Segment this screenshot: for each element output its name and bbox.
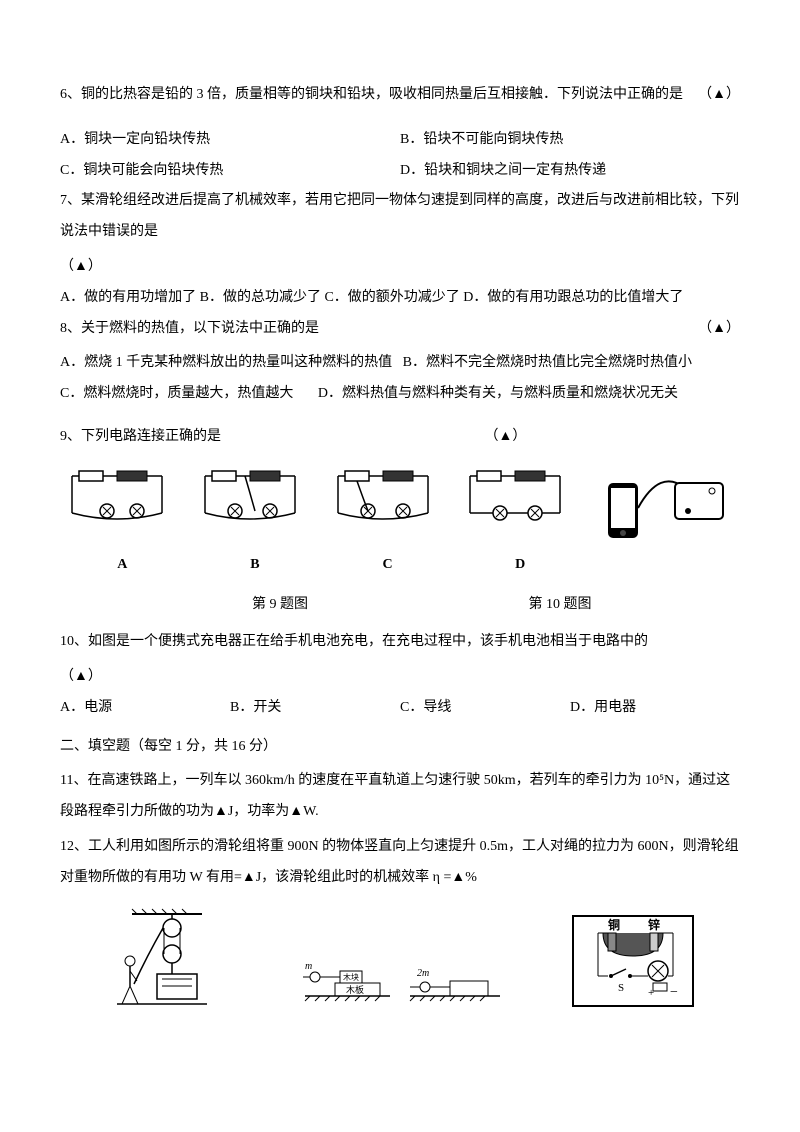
circuit-c-svg	[333, 463, 443, 533]
q6-opt-a: A．铜块一定向铅块传热	[60, 125, 400, 156]
label-a: A	[60, 550, 185, 581]
phone-charger-svg	[600, 463, 730, 553]
q10-text: 10、如图是一个便携式充电器正在给手机电池充电，在充电过程中，该手机电池相当于电…	[60, 634, 648, 649]
q8-opt-b: B．燃料不完全燃烧时热值比完全燃烧时热值小	[403, 355, 692, 370]
caption-9: 第 9 题图	[60, 590, 420, 621]
circuit-b: B	[193, 463, 318, 581]
q10-opt-c: C．导线	[400, 693, 570, 724]
q10-mark: （▲）	[60, 662, 740, 693]
circuit-a-svg	[67, 463, 177, 533]
friction-figure: 木板 木块 m 2m	[293, 941, 506, 1011]
q6-opt-d: D．铅块和铜块之间一定有热传递	[400, 156, 740, 187]
question-9: 9、下列电路连接正确的是 （▲）	[60, 422, 740, 453]
q7-mark: （▲）	[60, 252, 740, 283]
pulley-figure	[60, 906, 273, 1011]
q9-mark: （▲）	[485, 429, 527, 444]
question-6: 6、铜的比热容是铅的 3 倍，质量相等的铜块和铅块，吸收相同热量后互相接触．下列…	[60, 80, 740, 111]
svg-text:木块: 木块	[343, 972, 359, 982]
question-10: 10、如图是一个便携式充电器正在给手机电池充电，在充电过程中，该手机电池相当于电…	[60, 627, 740, 658]
circuit-c: C	[325, 463, 450, 581]
label-c: C	[325, 550, 450, 581]
figure-captions: 第 9 题图 第 10 题图	[60, 590, 740, 621]
circuit-b-svg	[200, 463, 310, 533]
question-7: 7、某滑轮组经改进后提高了机械效率，若用它把同一物体匀速提到同样的高度，改进后与…	[60, 186, 740, 248]
circuit-a: A	[60, 463, 185, 581]
q8-opt-c: C．燃料燃烧时，质量越大，热值越大	[60, 386, 293, 401]
question-12: 12、工人利用如图所示的滑轮组将重 900N 的物体竖直向上匀速提升 0.5m，…	[60, 832, 740, 894]
q6-text: 6、铜的比热容是铅的 3 倍，质量相等的铜块和铅块，吸收相同热量后互相接触．下列…	[60, 87, 683, 102]
circuit-d-svg	[465, 463, 575, 533]
q10-opt-d: D．用电器	[570, 693, 740, 724]
q10-options: A．电源 B．开关 C．导线 D．用电器	[60, 693, 740, 724]
q7-text: 7、某滑轮组经改进后提高了机械效率，若用它把同一物体匀速提到同样的高度，改进后与…	[60, 193, 739, 239]
svg-text:铜: 铜	[608, 917, 620, 932]
q8-mark: （▲）	[698, 314, 740, 345]
q7-options: A．做的有用功增加了 B．做的总功减少了 C．做的额外功减少了 D．做的有用功跟…	[60, 283, 740, 314]
q10-opt-a: A．电源	[60, 693, 230, 724]
q8-opt-d: D．燃料热值与燃料种类有关，与燃料质量和燃烧状况无关	[318, 386, 678, 401]
svg-text:S: S	[618, 982, 624, 994]
bottom-figures: 木板 木块 m 2m 铜 锌	[60, 906, 740, 1011]
circuit-diagrams: A B	[60, 463, 740, 581]
svg-text:−: −	[670, 985, 678, 1000]
circuit-d: D	[458, 463, 583, 581]
label-d: D	[458, 550, 583, 581]
q10-opt-b: B．开关	[230, 693, 400, 724]
question-8: 8、关于燃料的热值，以下说法中正确的是 （▲）	[60, 314, 740, 345]
caption-10: 第 10 题图	[420, 590, 740, 621]
q6-options: A．铜块一定向铅块传热 B．铅块不可能向铜块传热 C．铜块可能会向铅块传热 D．…	[60, 125, 740, 187]
svg-text:2m: 2m	[417, 968, 429, 979]
q9-text: 9、下列电路连接正确的是	[60, 429, 221, 444]
svg-text:m: m	[305, 961, 312, 972]
svg-text:木板: 木板	[346, 984, 364, 995]
q8-line1: A．燃烧 1 千克某种燃料放出的热量叫这种燃料的热值 B．燃料不完全燃烧时热值比…	[60, 348, 740, 379]
q6-opt-b: B．铅块不可能向铜块传热	[400, 125, 740, 156]
svg-text:锌: 锌	[648, 917, 660, 932]
label-b: B	[193, 550, 318, 581]
q8-opt-a: A．燃烧 1 千克某种燃料放出的热量叫这种燃料的热值	[60, 355, 392, 370]
q8-line2: C．燃料燃烧时，质量越大，热值越大 D．燃料热值与燃料种类有关，与燃料质量和燃烧…	[60, 379, 740, 410]
question-11: 11、在高速铁路上，一列车以 360km/h 的速度在平直轨道上匀速行驶 50k…	[60, 766, 740, 828]
q6-mark: （▲）	[698, 80, 740, 111]
section-2-title: 二、填空题（每空 1 分，共 16 分）	[60, 732, 740, 763]
q6-opt-c: C．铜块可能会向铅块传热	[60, 156, 400, 187]
battery-figure: 铜 锌 S + −	[527, 911, 740, 1011]
q8-text: 8、关于燃料的热值，以下说法中正确的是	[60, 321, 319, 336]
phone-charger-figure	[590, 463, 740, 553]
